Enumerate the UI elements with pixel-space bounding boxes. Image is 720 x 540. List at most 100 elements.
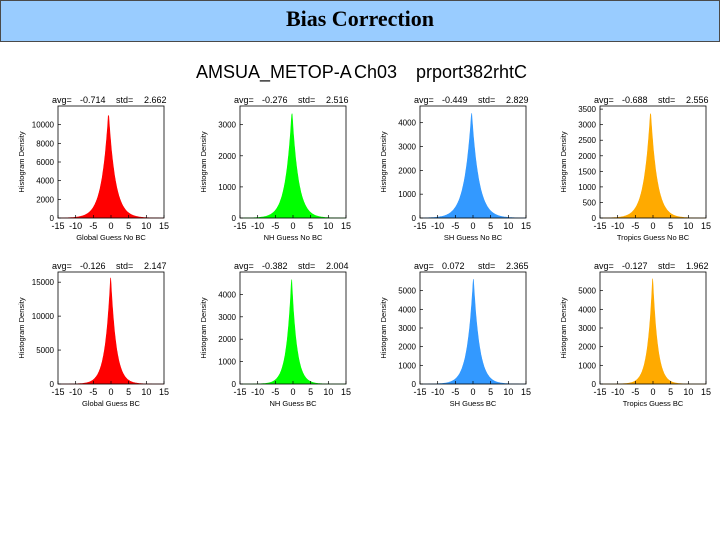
- histogram-area: [600, 113, 706, 219]
- histogram-area: [57, 115, 164, 219]
- stats-avg-label: avg=: [52, 261, 72, 271]
- x-axis-label: Global Guess No BC: [76, 233, 146, 242]
- x-tick-label: 0: [650, 221, 655, 231]
- y-tick-label: 0: [412, 214, 417, 223]
- stats-avg-label: avg=: [234, 95, 254, 105]
- y-tick-label: 0: [50, 380, 55, 389]
- x-axis-label: Tropics Guess BC: [623, 399, 684, 408]
- x-tick-label: 5: [488, 387, 493, 397]
- y-tick-label: 2000: [218, 152, 236, 161]
- stats-avg-value: -0.688: [622, 95, 648, 105]
- y-axis-label: Histogram Density: [199, 131, 208, 193]
- stats-std-value: 1.962: [686, 261, 709, 271]
- y-tick-label: 0: [232, 380, 237, 389]
- stats-avg-label: avg=: [414, 95, 434, 105]
- x-tick-label: 15: [341, 221, 351, 231]
- y-tick-label: 3000: [578, 121, 596, 130]
- x-tick-label: -10: [611, 387, 624, 397]
- x-tick-label: 10: [683, 221, 693, 231]
- histogram-area: [58, 277, 164, 385]
- x-tick-label: 0: [470, 221, 475, 231]
- stats-avg-label: avg=: [594, 95, 614, 105]
- x-tick-label: 0: [470, 387, 475, 397]
- y-tick-label: 6000: [36, 158, 54, 167]
- x-tick-label: -10: [431, 387, 444, 397]
- stats-std-value: 2.662: [144, 95, 167, 105]
- y-tick-label: 1000: [398, 361, 416, 370]
- y-tick-label: 10000: [32, 121, 55, 130]
- x-tick-label: 0: [650, 387, 655, 397]
- x-tick-label: -10: [69, 221, 82, 231]
- y-tick-label: 1000: [578, 361, 596, 370]
- x-tick-label: 0: [290, 221, 295, 231]
- stats-avg-label: avg=: [52, 95, 72, 105]
- y-tick-label: 5000: [398, 287, 416, 296]
- x-tick-label: -5: [631, 387, 639, 397]
- histogram-area: [240, 279, 346, 385]
- y-axis-label: Histogram Density: [379, 297, 388, 359]
- y-tick-label: 1500: [578, 167, 596, 176]
- y-tick-label: 1000: [218, 183, 236, 192]
- stats-std-label: std=: [478, 261, 495, 271]
- x-tick-label: 15: [521, 387, 531, 397]
- y-axis-label: Histogram Density: [559, 131, 568, 193]
- x-tick-label: -10: [431, 221, 444, 231]
- x-tick-label: -5: [271, 221, 279, 231]
- y-tick-label: 2000: [578, 152, 596, 161]
- x-axis-label: Global Guess BC: [82, 399, 141, 408]
- y-tick-label: 5000: [36, 346, 54, 355]
- x-tick-label: 5: [308, 221, 313, 231]
- stats-std-value: 2.516: [326, 95, 349, 105]
- x-axis-label: NH Guess BC: [269, 399, 317, 408]
- x-tick-label: 15: [159, 387, 169, 397]
- x-tick-label: -10: [251, 221, 264, 231]
- x-tick-label: 15: [701, 221, 711, 231]
- x-tick-label: -5: [89, 221, 97, 231]
- x-tick-label: 15: [521, 221, 531, 231]
- stats-std-label: std=: [658, 95, 675, 105]
- slide-title-bar: [0, 0, 720, 42]
- slide-title: Bias Correction: [285, 6, 435, 31]
- stats-std-value: 2.147: [144, 261, 167, 271]
- stats-std-label: std=: [298, 95, 315, 105]
- stats-avg-value: -0.127: [622, 261, 648, 271]
- x-tick-label: -5: [451, 221, 459, 231]
- x-tick-label: 5: [126, 387, 131, 397]
- y-tick-label: 1000: [578, 183, 596, 192]
- x-axis-label: SH Guess BC: [450, 399, 497, 408]
- x-tick-label: -15: [593, 387, 606, 397]
- x-tick-label: -5: [271, 387, 279, 397]
- histogram-area: [600, 278, 706, 385]
- x-tick-label: -10: [251, 387, 264, 397]
- x-tick-label: -10: [611, 221, 624, 231]
- stats-std-label: std=: [116, 95, 133, 105]
- y-tick-label: 500: [583, 198, 597, 207]
- y-axis-label: Histogram Density: [559, 297, 568, 359]
- y-tick-label: 0: [592, 380, 597, 389]
- y-tick-label: 0: [592, 214, 597, 223]
- stats-std-value: 2.829: [506, 95, 529, 105]
- stats-std-value: 2.556: [686, 95, 709, 105]
- y-tick-label: 4000: [36, 177, 54, 186]
- x-tick-label: 15: [341, 387, 351, 397]
- y-tick-label: 5000: [578, 287, 596, 296]
- y-tick-label: 1000: [398, 190, 416, 199]
- stats-avg-value: -0.382: [262, 261, 288, 271]
- x-axis-label: Tropics Guess No BC: [617, 233, 690, 242]
- stats-avg-label: avg=: [234, 261, 254, 271]
- stats-avg-value: 0.072: [442, 261, 465, 271]
- histogram-area: [240, 113, 346, 219]
- y-tick-label: 2000: [36, 195, 54, 204]
- figure-instrument: AMSUA_METOP-A: [196, 62, 352, 82]
- stats-std-label: std=: [478, 95, 495, 105]
- x-tick-label: 10: [323, 387, 333, 397]
- stats-std-label: std=: [658, 261, 675, 271]
- y-tick-label: 2000: [398, 343, 416, 352]
- x-tick-label: -5: [89, 387, 97, 397]
- x-tick-label: 10: [141, 221, 151, 231]
- y-tick-label: 10000: [32, 312, 55, 321]
- y-axis-label: Histogram Density: [379, 131, 388, 193]
- stats-avg-value: -0.714: [80, 95, 106, 105]
- y-tick-label: 3000: [398, 324, 416, 333]
